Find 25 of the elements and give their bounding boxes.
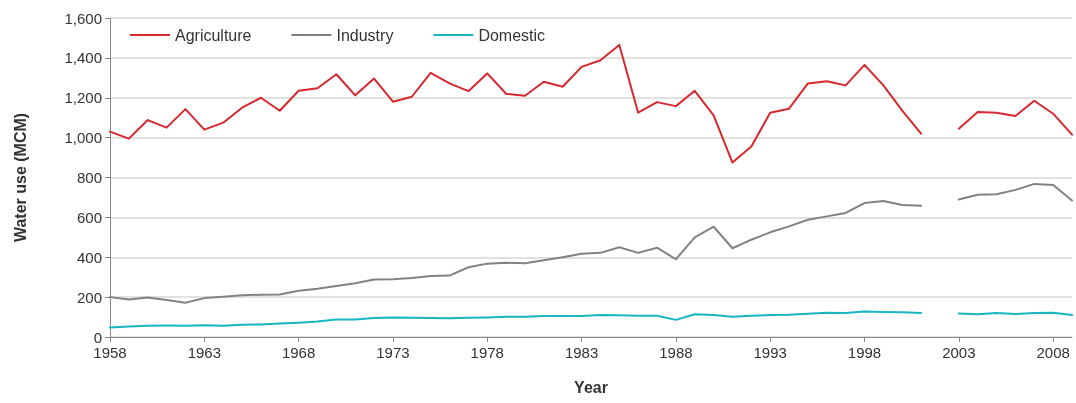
y-tick-label: 200 <box>76 288 102 306</box>
y-tick-label: 1,400 <box>64 49 102 67</box>
x-tick-label: 1993 <box>753 344 787 361</box>
x-tick-label: 1978 <box>470 344 504 361</box>
x-axis-title: Year <box>574 378 608 396</box>
y-tick-label: 1,000 <box>64 129 102 147</box>
y-tick-label: 1,200 <box>64 89 102 107</box>
x-tick-label: 1963 <box>187 344 221 361</box>
x-tick-label: 1968 <box>281 344 316 361</box>
y-tick-label: 1,600 <box>64 9 102 27</box>
y-tick-label: 800 <box>76 169 102 186</box>
x-tick-label: 1983 <box>564 344 599 361</box>
legend-label: Domestic <box>478 26 546 44</box>
x-tick-label: 2008 <box>1036 344 1070 361</box>
y-tick-label: 400 <box>76 248 102 266</box>
x-tick-label: 2003 <box>942 344 976 361</box>
y-tick-label: 0 <box>93 328 102 346</box>
x-tick-label: 1973 <box>376 344 410 361</box>
legend-label: Agriculture <box>175 26 252 44</box>
x-tick-label: 1998 <box>847 344 882 361</box>
x-tick-label: 1958 <box>93 344 127 361</box>
y-axis-title: Water use (MCM) <box>11 112 29 243</box>
x-tick-label: 1988 <box>659 344 693 361</box>
y-tick-label: 600 <box>76 208 102 226</box>
legend-label: Industry <box>336 26 394 44</box>
